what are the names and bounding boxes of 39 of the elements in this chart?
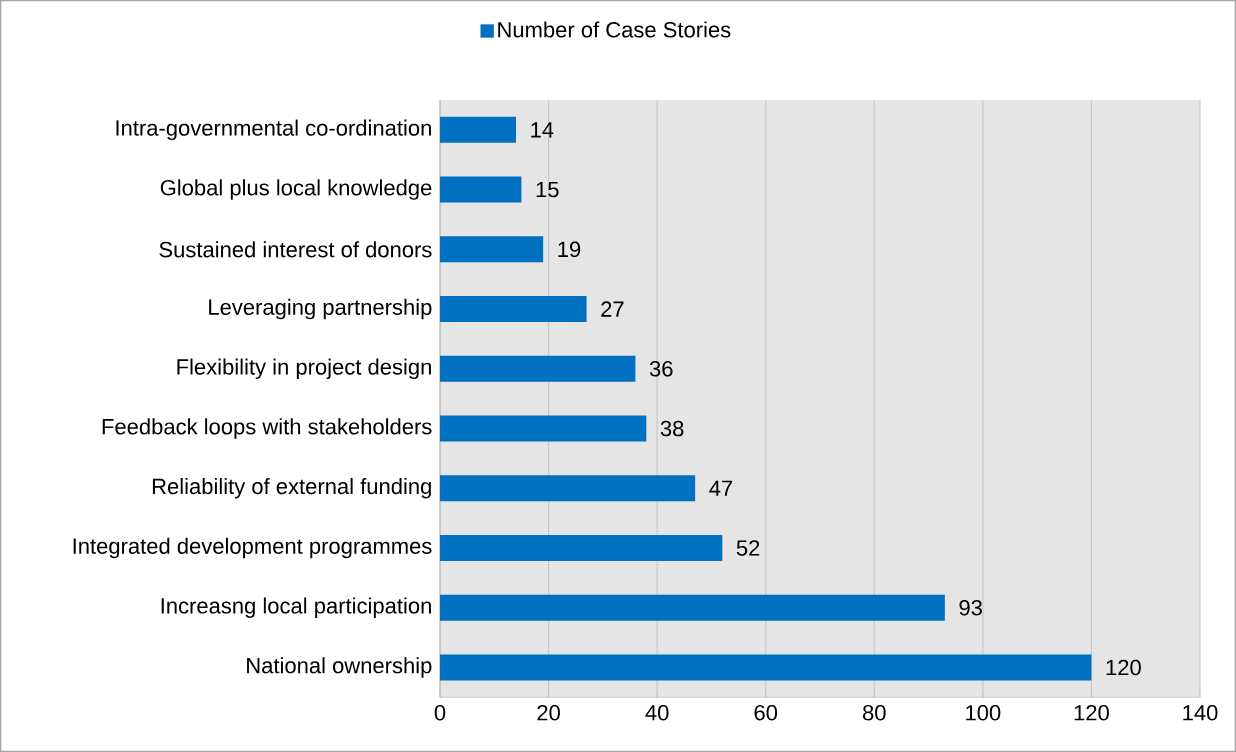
y-tick-label: National ownership <box>247 657 432 678</box>
data-label: 52 <box>736 540 760 556</box>
data-label: 19 <box>558 241 581 258</box>
data-label: 14 <box>531 122 554 138</box>
bar <box>440 594 945 621</box>
bar <box>440 415 647 442</box>
data-label: 15 <box>536 181 559 198</box>
x-tick-label: 20 <box>537 704 560 721</box>
x-tick-label: 40 <box>645 704 669 721</box>
bar <box>440 654 1092 681</box>
y-tick-label: Feedback loops with stakeholders <box>102 418 432 439</box>
y-tick-label: Flexibility in project design <box>177 358 431 380</box>
x-tick-label: 60 <box>754 704 778 721</box>
y-tick-label: Integrated development programmes <box>73 537 432 559</box>
data-label: 36 <box>649 361 673 377</box>
bar <box>440 176 522 203</box>
bar <box>440 236 544 263</box>
bar <box>440 475 696 502</box>
y-tick-label: Global plus local knowledge <box>160 179 432 200</box>
x-tick-label: 140 <box>1183 704 1218 721</box>
data-label: 93 <box>959 599 982 616</box>
legend-label: Number of Case Stories <box>498 21 731 38</box>
x-tick-label: 100 <box>966 704 1001 721</box>
y-tick-label: Intra-governmental co-ordination <box>116 119 431 141</box>
bar <box>440 355 636 382</box>
y-tick-label: Sustained interest of donors <box>159 241 432 258</box>
y-tick-label: Leveraging partnership <box>209 298 432 320</box>
x-tick-label: 0 <box>434 704 446 721</box>
y-tick-label: Reliability of external funding <box>152 478 431 499</box>
data-label: 47 <box>709 480 733 496</box>
x-tick-label: 120 <box>1074 704 1109 721</box>
x-tick-label: 80 <box>863 704 886 721</box>
y-tick-label: Increasng local participation <box>161 597 431 618</box>
bar <box>440 296 587 323</box>
data-label: 38 <box>660 420 684 437</box>
data-label: 120 <box>1106 659 1141 676</box>
data-label: 27 <box>601 301 624 317</box>
bar <box>440 116 516 143</box>
bar <box>440 534 723 561</box>
